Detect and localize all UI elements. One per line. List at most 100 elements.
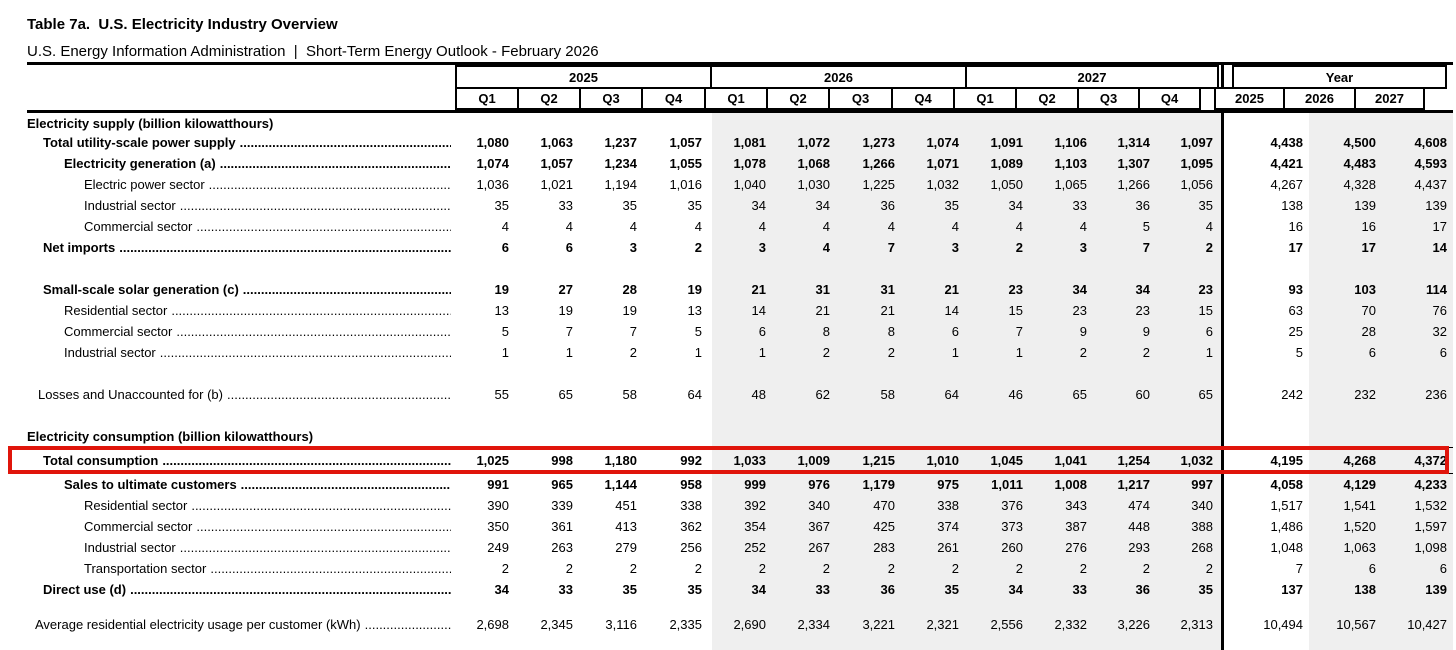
row-spacer [27, 258, 1453, 279]
dot-leader [227, 387, 451, 402]
value-cell: 14 [944, 303, 959, 318]
dot-leader [119, 240, 451, 255]
value-cell: 997 [1191, 477, 1213, 492]
value-cell: 7 [565, 324, 573, 339]
value-cell: 64 [944, 387, 959, 402]
value-cell: 139 [1354, 198, 1376, 213]
value-cell: 1,273 [862, 135, 895, 150]
value-cell: 279 [615, 540, 637, 555]
value-cell: 4,268 [1343, 453, 1376, 468]
row-label: Commercial sector [84, 219, 193, 234]
value-cell: 17 [1288, 240, 1303, 255]
row-label: Average residential electricity usage pe… [35, 617, 361, 632]
column-header-2025-q3: Q3 [579, 87, 643, 110]
value-cell: 2 [1079, 561, 1087, 576]
value-cell: 338 [937, 498, 959, 513]
value-cell: 34 [1135, 282, 1150, 297]
value-cell: 34 [1008, 582, 1023, 597]
value-cell: 1,314 [1117, 135, 1150, 150]
value-cell: 5 [694, 324, 702, 339]
value-cell: 15 [1198, 303, 1213, 318]
value-cell: 362 [680, 519, 702, 534]
value-cell: 4,437 [1414, 177, 1447, 192]
value-cell: 7 [629, 324, 637, 339]
value-cell: 2 [951, 561, 959, 576]
row-label-cell: Losses and Unaccounted for (b) [27, 387, 455, 402]
table-row: Residential sector 390 339 451 338 392 340 470 3… [27, 495, 1453, 516]
value-cell: 28 [1361, 324, 1376, 339]
value-cell: 10,427 [1407, 617, 1447, 632]
table-row: Industrial sector 1 1 2 1 1 2 2 1 1 2 2 1 5 6 6 [27, 342, 1453, 363]
highlight-box-total-consumption [8, 446, 1449, 474]
row-label-cell: Transportation sector [27, 561, 455, 576]
value-cell: 268 [1191, 540, 1213, 555]
value-cell: 4 [1205, 219, 1213, 234]
value-cell: 34 [751, 582, 766, 597]
value-cell: 1 [758, 345, 766, 360]
row-label: Industrial sector [84, 540, 176, 555]
value-cell: 6 [951, 324, 959, 339]
value-cell: 2,332 [1054, 617, 1087, 632]
value-cell: 14 [751, 303, 766, 318]
shade-year-2026-2027-columns [1309, 113, 1453, 650]
value-cell: 263 [551, 540, 573, 555]
section-heading: Electricity consumption (billion kilowat… [27, 429, 314, 444]
dot-leader [240, 135, 451, 150]
value-cell: 249 [487, 540, 509, 555]
value-cell: 36 [1135, 198, 1150, 213]
value-cell: 3 [951, 240, 959, 255]
value-cell: 340 [1191, 498, 1213, 513]
subtitle-rule [27, 62, 1453, 65]
value-cell: 267 [808, 540, 830, 555]
value-cell: 34 [1008, 198, 1023, 213]
value-cell: 13 [687, 303, 702, 318]
value-cell: 338 [680, 498, 702, 513]
value-cell: 3 [758, 240, 766, 255]
value-cell: 70 [1361, 303, 1376, 318]
row-label-cell: Industrial sector [27, 540, 455, 555]
value-cell: 33 [1072, 198, 1087, 213]
value-cell: 8 [822, 324, 830, 339]
value-cell: 1,074 [926, 135, 959, 150]
row-label-cell: Total utility-scale power supply [27, 135, 455, 150]
value-cell: 1,074 [476, 156, 509, 171]
value-cell: 23 [1135, 303, 1150, 318]
column-header-2025-q2: Q2 [517, 87, 581, 110]
value-cell: 474 [1128, 498, 1150, 513]
dot-leader [365, 617, 451, 632]
row-label-cell: Sales to ultimate customers [27, 477, 455, 492]
value-cell: 2 [1205, 240, 1213, 255]
value-cell: 3,116 [605, 617, 637, 632]
row-label: Total consumption [43, 453, 159, 468]
value-cell: 33 [558, 582, 573, 597]
column-header-2026-q4: Q4 [891, 87, 955, 110]
value-cell: 5 [501, 324, 509, 339]
value-cell: 103 [1354, 282, 1376, 297]
table-subtitle: U.S. Energy Information Administration |… [27, 43, 599, 60]
value-cell: 65 [1198, 387, 1213, 402]
value-cell: 1,078 [733, 156, 766, 171]
value-cell: 976 [808, 477, 830, 492]
column-header-2025-q4: Q4 [641, 87, 706, 110]
value-cell: 138 [1281, 198, 1303, 213]
value-cell: 232 [1354, 387, 1376, 402]
value-cell: 64 [687, 387, 702, 402]
value-cell: 4 [694, 219, 702, 234]
value-cell: 374 [937, 519, 959, 534]
value-cell: 16 [1361, 219, 1376, 234]
value-cell: 1,254 [1117, 453, 1150, 468]
value-cell: 1,517 [1270, 498, 1303, 513]
value-cell: 4,129 [1343, 477, 1376, 492]
value-cell: 4,608 [1414, 135, 1447, 150]
value-cell: 256 [680, 540, 702, 555]
dot-leader [180, 198, 451, 213]
value-cell: 4 [501, 219, 509, 234]
value-cell: 1,021 [540, 177, 573, 192]
value-cell: 2 [694, 561, 702, 576]
value-cell: 1,056 [1180, 177, 1213, 192]
value-cell: 1,179 [862, 477, 895, 492]
value-cell: 137 [1281, 582, 1303, 597]
dot-leader [210, 561, 451, 576]
value-cell: 1,063 [540, 135, 573, 150]
value-cell: 4 [565, 219, 573, 234]
